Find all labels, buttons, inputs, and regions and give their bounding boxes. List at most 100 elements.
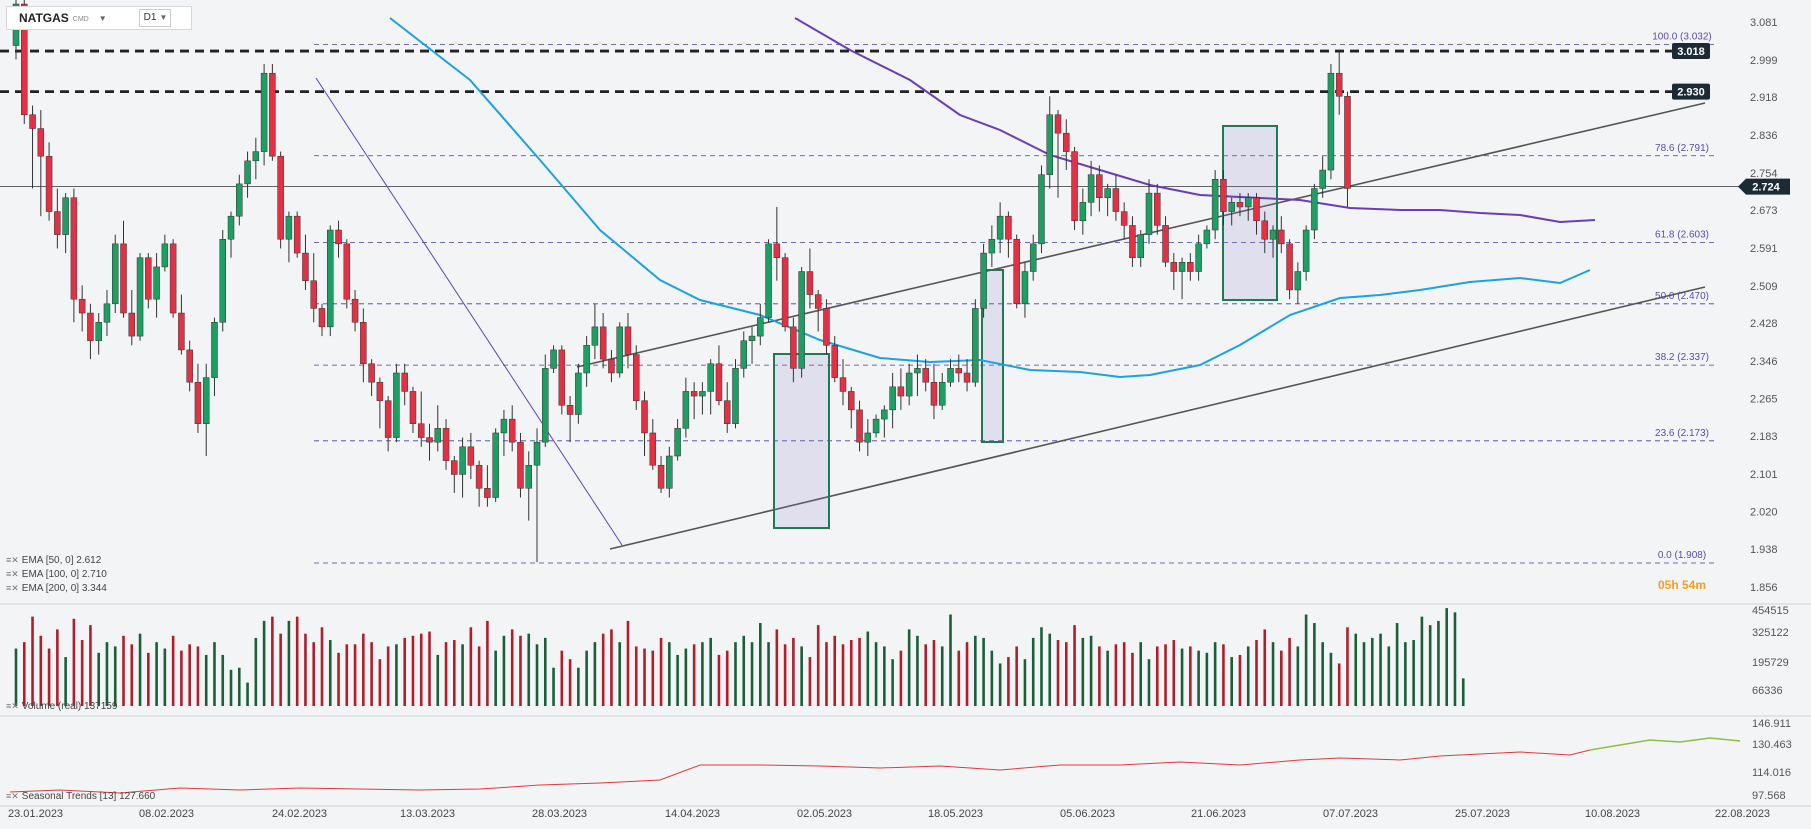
volume-bar — [643, 648, 646, 706]
chevron-down-icon[interactable]: ▼ — [98, 13, 107, 23]
menu-icon[interactable]: ≡✕ — [6, 583, 19, 593]
volume-bar — [279, 633, 282, 706]
candle-body — [633, 354, 640, 401]
volume-bar — [1428, 625, 1432, 706]
candle-body — [699, 391, 706, 397]
volume-bar — [122, 635, 125, 706]
price-tick-label: 2.673 — [1750, 205, 1778, 217]
timeframe-select[interactable]: D1 ▼ — [138, 9, 172, 27]
candle-body — [351, 298, 359, 323]
volume-bar — [461, 644, 464, 706]
candle-body — [649, 432, 657, 466]
volume-bar — [64, 657, 67, 706]
legend-ema50[interactable]: ≡✕ EMA [50, 0] 2.612 — [6, 555, 101, 566]
candle-body — [790, 326, 797, 369]
fib-level-label: 38.2 (2.337) — [1655, 352, 1709, 363]
volume-bar — [634, 646, 638, 706]
candle-body — [599, 326, 607, 360]
candle-body — [78, 298, 86, 314]
candle-body — [608, 358, 615, 374]
volume-bar — [328, 640, 332, 706]
menu-icon[interactable]: ≡✕ — [6, 555, 19, 565]
fib-level-label: 61.8 (2.603) — [1655, 229, 1709, 240]
candle-body — [1104, 188, 1111, 198]
resistance-badge — [1672, 43, 1710, 60]
candle-body — [682, 391, 690, 429]
volume-bar — [816, 625, 820, 706]
candle-body — [1236, 202, 1244, 208]
candle-body — [475, 464, 483, 489]
candle-body — [120, 243, 127, 314]
candle-body — [972, 308, 979, 383]
candle-body — [285, 215, 293, 240]
candle-body — [881, 409, 888, 420]
symbol-label[interactable]: NATGAS — [19, 11, 69, 25]
candle-body — [814, 294, 822, 309]
volume-bar — [56, 629, 59, 706]
price-tick-label: 2.918 — [1750, 92, 1778, 104]
volume-bar — [196, 646, 200, 706]
volume-bar — [1056, 640, 1060, 706]
volume-bar — [22, 642, 26, 706]
price-tick-label: 2.183 — [1750, 431, 1778, 443]
candle-body — [54, 211, 61, 235]
volume-bar — [1304, 614, 1308, 706]
date-tick-label: 25.07.2023 — [1455, 808, 1510, 820]
volume-bar — [1238, 654, 1242, 706]
candle-body — [1071, 151, 1078, 222]
price-tick-label: 3.081 — [1750, 17, 1778, 29]
price-tick-label: 2.836 — [1750, 130, 1778, 142]
volume-tick-label: 325122 — [1752, 627, 1789, 639]
candle-body — [310, 280, 317, 309]
candle-body — [583, 345, 590, 374]
volume-bar — [469, 627, 473, 706]
fib-level-label: 0.0 (1.908) — [1658, 550, 1706, 561]
candle-body — [773, 243, 781, 258]
candle-body — [839, 377, 847, 392]
candle-body — [1162, 225, 1169, 263]
volume-bar — [39, 635, 43, 706]
volume-bar — [560, 650, 564, 706]
volume-bar — [982, 637, 985, 706]
volume-bar — [1040, 627, 1043, 706]
candle-body — [922, 368, 929, 383]
volume-bar — [1395, 623, 1399, 706]
candle-body — [1187, 262, 1194, 272]
volume-bar — [411, 635, 415, 706]
instrument-bar[interactable]: NATGAS CMD ▼ D1 ▼ — [6, 6, 192, 30]
candle-body — [1261, 220, 1269, 240]
legend-seasonal[interactable]: ≡✕ Seasonal Trends [13] 127.660 — [6, 791, 155, 802]
legend-ema200[interactable]: ≡✕ EMA [200, 0] 3.344 — [6, 583, 107, 594]
seasonal-tick-label: 146.911 — [1752, 718, 1791, 730]
volume-bar — [287, 620, 291, 706]
volume-bar — [1370, 637, 1374, 706]
candle-body — [21, 3, 28, 115]
menu-icon[interactable]: ≡✕ — [6, 791, 19, 801]
volume-bar — [213, 642, 216, 706]
chevron-down-icon: ▼ — [159, 13, 168, 22]
source-label: CMD — [72, 16, 89, 23]
menu-icon[interactable]: ≡✕ — [6, 701, 19, 711]
volume-bar — [262, 620, 266, 706]
candle-body — [963, 372, 971, 383]
legend-ema100[interactable]: ≡✕ EMA [100, 0] 2.710 — [6, 569, 107, 580]
candle-body — [1203, 229, 1211, 245]
candle-body — [508, 418, 516, 443]
candle-body — [905, 372, 913, 397]
candle-body — [434, 428, 442, 443]
candle-body — [988, 238, 996, 254]
volume-bar — [965, 642, 969, 706]
candle-body — [293, 215, 301, 254]
candle-body — [566, 405, 574, 415]
volume-bar — [14, 648, 18, 706]
legend-volume[interactable]: ≡✕ Volume (real) 137159 — [6, 701, 117, 712]
candle-body — [781, 257, 789, 328]
candle-body — [484, 488, 491, 498]
candle-body — [194, 381, 202, 424]
menu-icon[interactable]: ≡✕ — [6, 569, 19, 579]
candle-body — [757, 317, 764, 337]
date-tick-label: 23.01.2023 — [8, 808, 63, 820]
volume-bar — [610, 629, 613, 706]
volume-bar — [1106, 650, 1109, 706]
